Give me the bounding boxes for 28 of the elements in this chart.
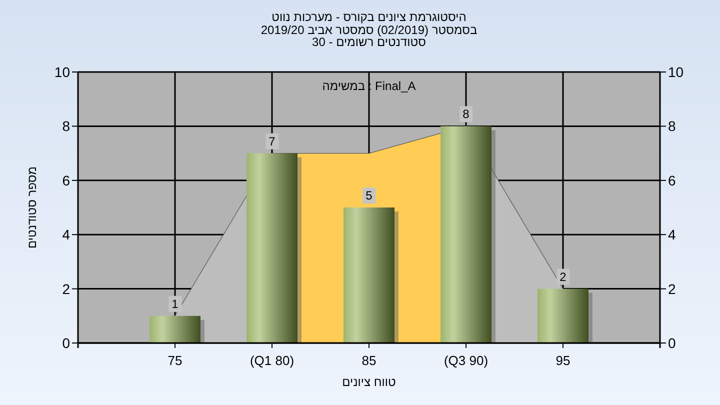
y-axis-title: מספר סטודנטים	[25, 166, 39, 249]
x-tick-label: (Q1 80)	[250, 353, 294, 368]
text: סטודנטים רשומים - 30	[312, 35, 426, 49]
x-axis-title: טווח ציונים	[342, 375, 396, 389]
y2-tick-label: 8	[668, 118, 676, 134]
y2-tick-label: 0	[668, 335, 676, 351]
y-tick-label: 0	[62, 335, 70, 351]
x-tick-label: 75	[168, 353, 182, 368]
text: בסמסטר (02/2019) סמסטר אביב 2019/20	[260, 23, 478, 37]
data-label: 2	[560, 270, 567, 284]
y-tick-label: 8	[62, 118, 70, 134]
data-label: 5	[366, 188, 373, 202]
x-tick-label: 95	[556, 353, 570, 368]
y2-tick-label: 6	[668, 172, 676, 188]
y2-tick-label: 4	[668, 226, 676, 243]
data-label: 1	[172, 296, 179, 311]
x-tick-label: (Q3 90)	[444, 353, 488, 368]
y2-tick-label: 10	[668, 64, 684, 80]
data-label: 8	[462, 107, 470, 122]
annotation: במשימה : Final_A	[322, 79, 416, 93]
chart-title: היסטוגרמת ציונים בקורס - מערכות נווט	[272, 10, 466, 24]
y-tick-label: 4	[62, 226, 70, 243]
y2-tick-label: 2	[668, 280, 676, 297]
data-label: 7	[268, 134, 276, 148]
y-tick-label: 6	[62, 172, 70, 188]
y-tick-label: 2	[62, 280, 70, 297]
x-tick-label: 85	[362, 353, 376, 368]
y-tick-label: 10	[54, 64, 70, 80]
